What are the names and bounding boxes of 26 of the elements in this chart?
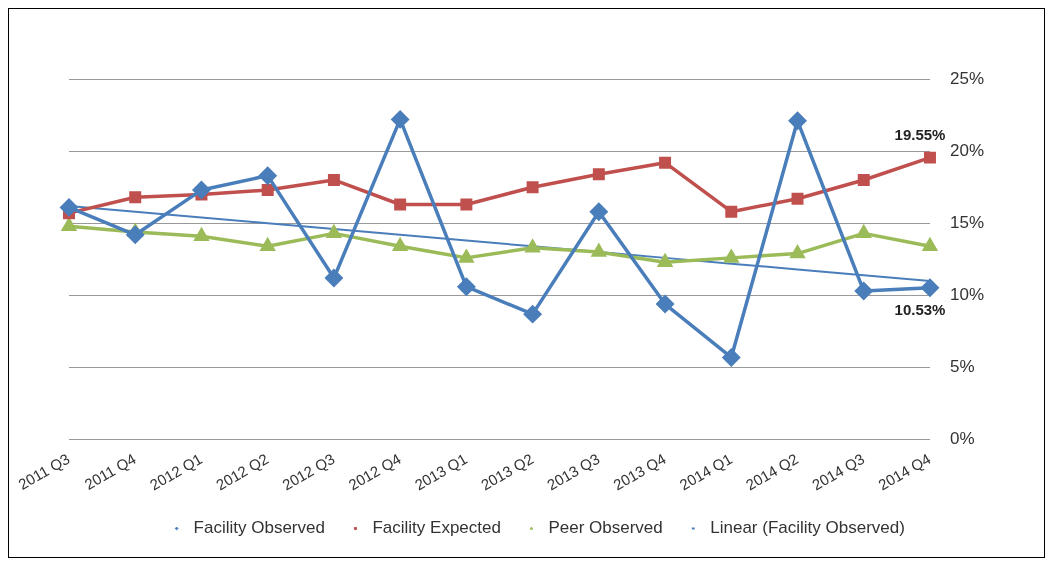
x-tick-label: 2014 Q2 (742, 449, 802, 494)
y-tick-label: 15% (949, 212, 985, 232)
y-tick-label: 25% (949, 68, 985, 88)
legend-label: Linear (Facility Observed) (710, 518, 905, 538)
x-tick-label: 2014 Q4 (875, 449, 934, 494)
x-tick-label: 2011 Q4 (81, 449, 139, 493)
legend-label: Facility Observed (193, 518, 325, 538)
legend-label: Facility Expected (372, 518, 501, 538)
x-tick-label: 2013 Q1 (411, 449, 470, 494)
annotation: 10.53% (894, 301, 946, 319)
y-tick-label: 0% (949, 429, 975, 449)
x-tick-label: 2012 Q2 (212, 449, 272, 494)
x-tick-label: 2014 Q1 (676, 449, 735, 494)
x-tick-label: 2013 Q3 (544, 449, 603, 494)
x-tick-label: 2011 Q3 (15, 449, 73, 493)
y-tick-label: 20% (949, 140, 985, 160)
legend-label: Peer Observed (548, 518, 663, 538)
x-tick-label: 2013 Q2 (477, 449, 537, 494)
y-tick-label: 5% (949, 357, 975, 377)
y-tick-label: 10% (949, 285, 985, 305)
x-tick-label: 2012 Q3 (279, 449, 338, 494)
x-tick-label: 2012 Q1 (146, 449, 206, 494)
x-tick-label: 2013 Q4 (610, 449, 669, 494)
x-tick-label: 2014 Q3 (809, 449, 868, 494)
annotation: 19.55% (894, 126, 946, 144)
x-tick-label: 2012 Q4 (345, 449, 404, 494)
